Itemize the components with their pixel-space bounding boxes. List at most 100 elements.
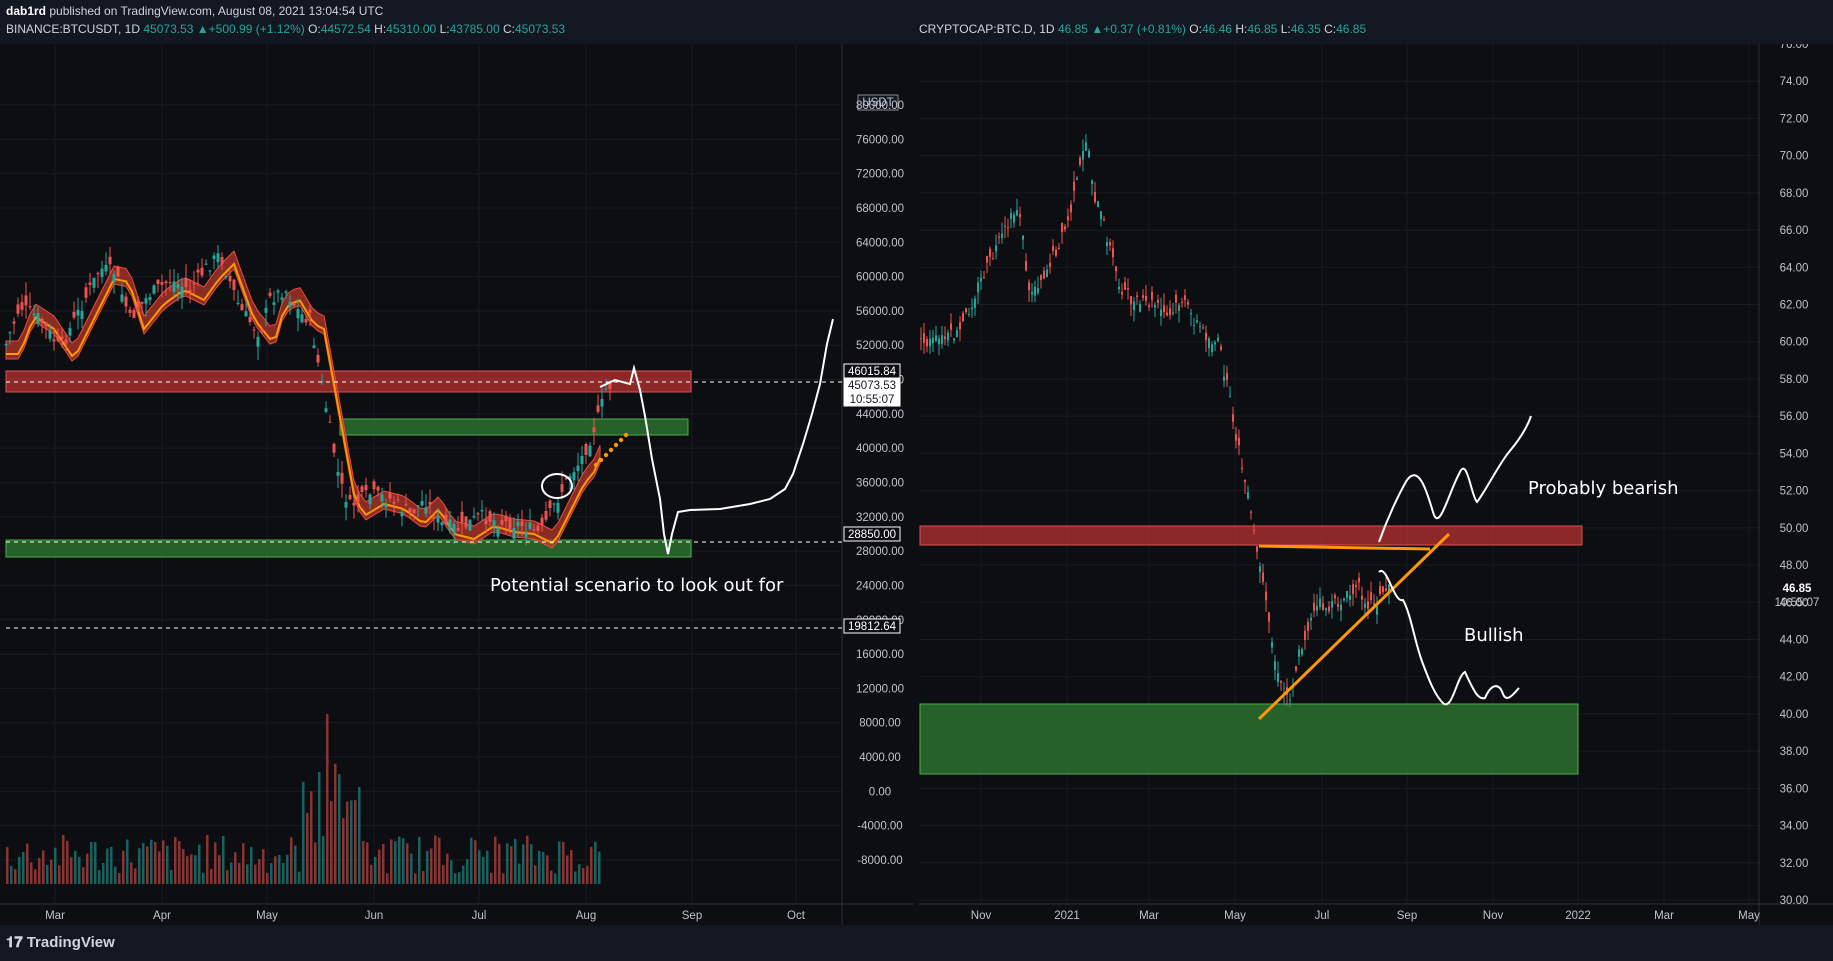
volume-bar — [258, 859, 261, 884]
candle-body — [1334, 595, 1336, 599]
volume-bar — [362, 841, 365, 884]
left-price-scale[interactable]: 80000.00 76000.00 72000.00 68000.00 64000.00… — [856, 100, 904, 867]
candle-body — [24, 295, 28, 306]
left-candles — [4, 244, 612, 546]
candle-body — [456, 528, 460, 531]
candle-body — [1196, 320, 1198, 323]
candle-body — [376, 486, 380, 491]
volume-bar — [418, 836, 421, 884]
volume-bar — [486, 850, 489, 884]
left-chart-pane[interactable]: Potential scenario to look out for USDT … — [0, 44, 914, 925]
candle-body — [1232, 414, 1234, 422]
projection-dots — [593, 432, 629, 468]
currency-badge[interactable] — [857, 94, 899, 111]
candle-body — [1163, 305, 1165, 313]
right-price-tick-label: 34.00 — [1780, 821, 1809, 833]
candle-body — [1304, 630, 1306, 641]
candle-body — [1208, 338, 1210, 349]
left-price-labels: 46015.84 45073.53 10:55:07 28850.00 19812.64 — [843, 363, 901, 634]
left-month-tick-label: Sep — [682, 910, 702, 922]
left-month-tick-label: Jun — [365, 910, 384, 922]
left-price-tick-label: 4000.00 — [859, 752, 901, 764]
right-last-price-box — [1761, 581, 1833, 595]
volume-bar — [406, 843, 409, 884]
right-last: 46.85 — [1057, 22, 1088, 36]
volume-bar — [130, 862, 133, 884]
candle-body — [1313, 602, 1315, 611]
candle-body — [192, 283, 196, 285]
volume-bar — [274, 856, 277, 884]
dominance-resistance-zone[interactable] — [919, 525, 1583, 546]
volume-bar — [202, 872, 205, 884]
left-plot-background — [0, 44, 914, 925]
candle-body — [228, 275, 232, 282]
volume-bar — [150, 839, 153, 884]
candle-body — [576, 465, 580, 471]
candle-body — [476, 513, 480, 515]
candle-body — [1352, 584, 1354, 594]
right-month-tick-label: Mar — [1139, 910, 1159, 922]
volume-bar — [238, 862, 241, 884]
candle-body — [68, 328, 72, 336]
volume-bar — [462, 865, 465, 884]
tradingview-logo[interactable]: 𝟏𝟕 TradingView — [6, 934, 115, 951]
resistance-zone[interactable] — [5, 370, 692, 393]
candle-body — [1373, 603, 1375, 605]
volume-bar — [522, 844, 525, 884]
volume-bar — [82, 867, 85, 884]
right-time-scale[interactable]: Nov 2021 Mar May Jul Sep Nov 2022 Mar May — [971, 910, 1760, 922]
dominance-support-zone[interactable] — [919, 703, 1579, 775]
candle-body — [1169, 308, 1171, 316]
right-chart-pane[interactable]: Probably bearish Bullish 76.00 74.00 72.00… — [919, 44, 1833, 925]
left-month-tick-label: Jul — [472, 910, 487, 922]
author-name[interactable]: dab1rd — [6, 4, 47, 18]
left-symbol[interactable]: BINANCE:BTCUSDT, 1D — [6, 22, 141, 36]
volume-bar — [194, 855, 197, 884]
candle-body — [92, 277, 96, 288]
volume-bar — [42, 850, 45, 884]
candle-body — [1343, 598, 1345, 601]
candle-body — [116, 266, 120, 277]
candle-body — [380, 494, 384, 502]
tv-logo-icon: 𝟏𝟕 — [6, 934, 23, 951]
candle-body — [292, 302, 296, 306]
volume-bar — [526, 835, 529, 884]
right-zones — [919, 525, 1583, 775]
candle-body — [968, 313, 970, 315]
candle-body — [959, 322, 961, 330]
volume-bar — [70, 857, 73, 884]
left-month-tick-label: Mar — [45, 910, 65, 922]
candle-body — [404, 504, 408, 506]
candle-body — [608, 381, 612, 389]
candle-body — [1214, 342, 1216, 345]
left-month-tick-label: Oct — [787, 910, 806, 922]
support-zone-lower[interactable] — [5, 539, 692, 558]
left-time-scale[interactable]: Mar Apr May Jun Jul Aug Sep Oct — [45, 910, 806, 922]
volume-bar — [10, 865, 13, 884]
candle-body — [932, 337, 934, 344]
volume-bar — [178, 841, 181, 884]
candle-body — [540, 517, 544, 526]
candle-body — [1052, 246, 1054, 251]
volume-bar — [430, 848, 433, 884]
candle-body — [1256, 546, 1258, 552]
volume-bar — [514, 838, 517, 884]
left-price-tick-label: 72000.00 — [856, 169, 904, 181]
candle-body — [1310, 617, 1312, 621]
volume-bar — [14, 869, 17, 884]
publish-info: dab1rd published on TradingView.com, Aug… — [6, 4, 383, 18]
candle-body — [332, 443, 336, 453]
projection-dot — [618, 437, 624, 443]
candle-body — [1385, 588, 1387, 591]
candle-body — [12, 321, 16, 324]
candle-body — [164, 281, 168, 284]
bullish-annotation: Bullish — [1464, 625, 1524, 646]
candle-body — [104, 264, 108, 272]
support-zone-upper[interactable] — [339, 418, 689, 436]
right-symbol[interactable]: CRYPTOCAP:BTC.D, 1D — [919, 22, 1055, 36]
right-price-scale[interactable]: 76.00 74.00 72.00 70.00 68.00 66.00 64.00 62.00… — [1780, 44, 1809, 907]
volume-bar — [550, 870, 553, 884]
candle-body — [1007, 227, 1009, 229]
candle-body — [1355, 585, 1357, 588]
candle-body — [252, 329, 256, 331]
